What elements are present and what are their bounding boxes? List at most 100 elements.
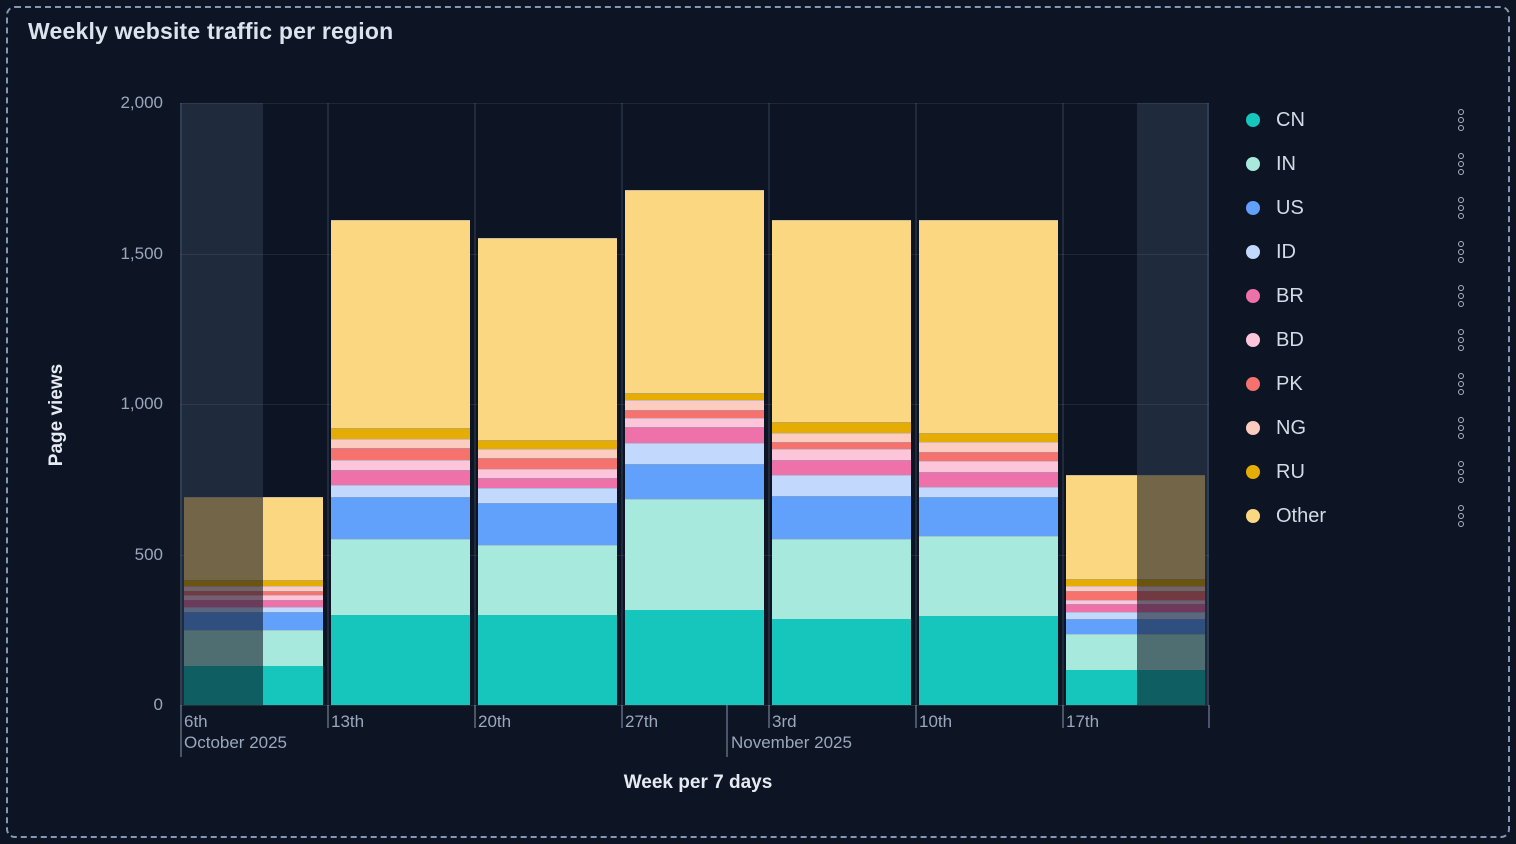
- legend-swatch-ID: [1246, 245, 1260, 259]
- bar-segment-BR-20th[interactable]: [478, 477, 617, 489]
- x-tick-label: 13th: [331, 712, 365, 731]
- legend-item-Other[interactable]: Other: [1246, 494, 1470, 538]
- gridline-vertical: [180, 103, 182, 705]
- gridline-horizontal: [180, 103, 1209, 104]
- bar-segment-CN-27th[interactable]: [625, 610, 764, 705]
- bar-segment-Other-27th[interactable]: [625, 190, 764, 394]
- bar-segment-PK-10th[interactable]: [919, 452, 1058, 462]
- kebab-menu-icon[interactable]: [1452, 240, 1470, 264]
- bar-segment-Other-10th[interactable]: [919, 220, 1058, 433]
- bar-segment-BR-17th[interactable]: [1066, 604, 1205, 612]
- bar-segment-PK-17th[interactable]: [1066, 590, 1205, 600]
- kebab-menu-icon[interactable]: [1452, 152, 1470, 176]
- legend-swatch-PK: [1246, 377, 1260, 391]
- bar-segment-Other-3rd[interactable]: [772, 220, 911, 423]
- bar-segment-ID-17th[interactable]: [1066, 611, 1205, 620]
- bar-segment-Other-13th[interactable]: [331, 220, 470, 429]
- bar-segment-RU-20th[interactable]: [478, 440, 617, 450]
- bar-segment-PK-20th[interactable]: [478, 458, 617, 469]
- legend-item-BD[interactable]: BD: [1246, 318, 1470, 362]
- legend-item-IN[interactable]: IN: [1246, 142, 1470, 186]
- bar-segment-NG-10th[interactable]: [919, 441, 1058, 453]
- week-tick-line: [474, 705, 476, 728]
- bar-segment-ID-13th[interactable]: [331, 485, 470, 498]
- plot-area: [180, 103, 1209, 706]
- legend-item-ID[interactable]: ID: [1246, 230, 1470, 274]
- y-tick-label: 1,000: [120, 394, 163, 413]
- bar-segment-RU-13th[interactable]: [331, 428, 470, 439]
- bar-segment-BD-3rd[interactable]: [772, 449, 911, 460]
- bar-segment-IN-27th[interactable]: [625, 498, 764, 611]
- bar-segment-CN-20th[interactable]: [478, 614, 617, 705]
- legend-item-CN[interactable]: CN: [1246, 98, 1470, 142]
- week-tick-line: [621, 705, 623, 728]
- kebab-menu-icon[interactable]: [1452, 460, 1470, 484]
- bar-segment-NG-3rd[interactable]: [772, 432, 911, 442]
- bar-segment-IN-20th[interactable]: [478, 545, 617, 615]
- bar-segment-NG-20th[interactable]: [478, 449, 617, 459]
- x-tick-label: 3rd: [772, 712, 797, 731]
- stacked-bar-17th: [1066, 474, 1205, 705]
- kebab-menu-icon[interactable]: [1452, 284, 1470, 308]
- kebab-menu-icon[interactable]: [1452, 416, 1470, 440]
- gridline-vertical: [474, 103, 476, 705]
- bar-segment-IN-13th[interactable]: [331, 539, 470, 615]
- bar-segment-NG-17th[interactable]: [1066, 586, 1205, 591]
- x-axis-line: [180, 705, 1209, 706]
- legend-item-BR[interactable]: BR: [1246, 274, 1470, 318]
- kebab-menu-icon[interactable]: [1452, 196, 1470, 220]
- bar-segment-Other-20th[interactable]: [478, 238, 617, 441]
- legend-label: BR: [1276, 284, 1304, 307]
- bar-segment-RU-10th[interactable]: [919, 432, 1058, 442]
- bar-segment-BD-13th[interactable]: [331, 459, 470, 471]
- x-axis-title: Week per 7 days: [623, 772, 773, 793]
- legend-item-NG[interactable]: NG: [1246, 406, 1470, 450]
- kebab-menu-icon[interactable]: [1452, 372, 1470, 396]
- bar-segment-ID-10th[interactable]: [919, 486, 1058, 498]
- x-tick-label: 27th: [625, 712, 659, 731]
- bar-segment-CN-13th[interactable]: [331, 614, 470, 705]
- bar-segment-ID-20th[interactable]: [478, 488, 617, 504]
- bar-segment-PK-13th[interactable]: [331, 447, 470, 460]
- legend-label: ID: [1276, 240, 1296, 263]
- legend-item-PK[interactable]: PK: [1246, 362, 1470, 406]
- bar-segment-ID-27th[interactable]: [625, 443, 764, 465]
- bar-segment-US-13th[interactable]: [331, 497, 470, 540]
- bar-segment-NG-13th[interactable]: [331, 438, 470, 448]
- legend-label: NG: [1276, 416, 1306, 439]
- bar-segment-PK-3rd[interactable]: [772, 441, 911, 450]
- bar-segment-RU-17th[interactable]: [1066, 578, 1205, 587]
- legend-swatch-NG: [1246, 421, 1260, 435]
- bar-segment-US-20th[interactable]: [478, 503, 617, 546]
- kebab-menu-icon[interactable]: [1452, 108, 1470, 132]
- bar-segment-RU-27th[interactable]: [625, 393, 764, 400]
- kebab-menu-icon[interactable]: [1452, 504, 1470, 528]
- bar-segment-BR-10th[interactable]: [919, 471, 1058, 487]
- bar-segment-BR-3rd[interactable]: [772, 459, 911, 475]
- bar-segment-BD-20th[interactable]: [478, 468, 617, 478]
- bar-segment-CN-3rd[interactable]: [772, 619, 911, 705]
- stacked-bar-3rd: [772, 220, 911, 705]
- bar-segment-CN-10th[interactable]: [919, 616, 1058, 705]
- bar-segment-IN-3rd[interactable]: [772, 539, 911, 620]
- bar-segment-US-27th[interactable]: [625, 464, 764, 499]
- bar-segment-NG-27th[interactable]: [625, 399, 764, 411]
- bar-segment-BD-10th[interactable]: [919, 461, 1058, 472]
- bar-segment-ID-3rd[interactable]: [772, 474, 911, 496]
- bar-segment-BD-17th[interactable]: [1066, 599, 1205, 605]
- bar-segment-US-3rd[interactable]: [772, 495, 911, 540]
- bar-segment-BR-27th[interactable]: [625, 426, 764, 444]
- legend-swatch-BD: [1246, 333, 1260, 347]
- legend-item-US[interactable]: US: [1246, 186, 1470, 230]
- bar-segment-BD-27th[interactable]: [625, 417, 764, 427]
- week-tick-line: [1208, 705, 1210, 728]
- x-tick-label: 6th: [184, 712, 208, 731]
- bar-segment-RU-3rd[interactable]: [772, 422, 911, 433]
- bar-segment-US-10th[interactable]: [919, 497, 1058, 537]
- bar-segment-IN-10th[interactable]: [919, 536, 1058, 617]
- kebab-menu-icon[interactable]: [1452, 328, 1470, 352]
- legend-item-RU[interactable]: RU: [1246, 450, 1470, 494]
- stacked-bar-6th: [184, 497, 323, 705]
- bar-segment-BR-13th[interactable]: [331, 470, 470, 486]
- bar-segment-PK-27th[interactable]: [625, 410, 764, 418]
